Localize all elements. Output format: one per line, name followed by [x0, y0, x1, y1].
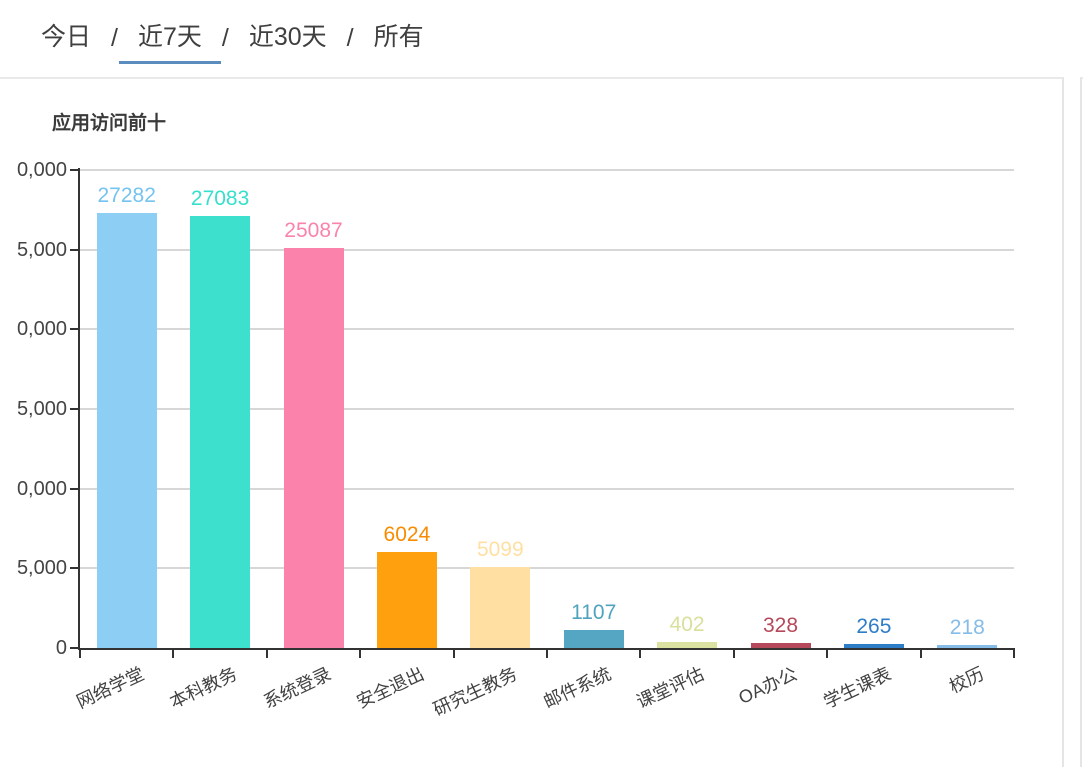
bar-value-label: 27083 — [190, 187, 250, 211]
bar-value-label: 6024 — [383, 523, 431, 547]
y-gridline — [80, 487, 1014, 490]
tab-last-30-days[interactable]: 近30天 — [248, 23, 327, 51]
bar-value-label: 402 — [669, 612, 705, 636]
bar-7 — [657, 641, 718, 648]
y-axis-tick — [70, 248, 78, 251]
tab-last-7-days[interactable]: 近7天 — [118, 13, 221, 64]
bar-chart: 0,000 5,000 0,000 5,000 0,000 5,000 0 27282 网络学堂… — [16, 159, 1015, 720]
bar-value-label: 5099 — [476, 537, 524, 561]
tab-all[interactable]: 所有 — [373, 23, 424, 51]
x-axis-tick — [826, 650, 829, 658]
y-axis-label: 5,000 — [16, 557, 67, 580]
tab-separator: / — [221, 24, 229, 52]
bar-4 — [376, 552, 437, 648]
bar-6 — [563, 630, 624, 648]
y-axis-tick — [70, 647, 78, 649]
bar-value-label: 27282 — [97, 184, 156, 208]
y-gridline — [80, 169, 1014, 171]
tab-separator: / — [111, 24, 118, 52]
x-axis-tick — [919, 650, 922, 658]
bar-1 — [96, 213, 157, 648]
y-axis-label: 0,000 — [16, 159, 67, 181]
bar-2 — [190, 216, 251, 648]
y-axis-tick — [70, 169, 78, 171]
bar-value-label: 218 — [949, 615, 985, 639]
x-axis-tick — [1013, 650, 1015, 658]
x-axis-tick — [172, 650, 175, 658]
y-axis-label: 0,000 — [16, 477, 67, 500]
y-axis-label: 5,000 — [16, 238, 67, 261]
y-axis-tick — [70, 487, 78, 490]
x-axis-category-text: 校历 — [946, 663, 988, 697]
y-gridline — [80, 567, 1014, 570]
x-axis-category-label: 校历 — [717, 660, 987, 697]
chart-card — [0, 77, 1064, 767]
x-axis-tick — [452, 650, 455, 658]
x-axis-line — [78, 648, 1015, 650]
x-axis-tick — [546, 650, 548, 658]
x-axis-tick — [639, 650, 642, 658]
bar-value-label: 265 — [856, 614, 892, 638]
y-axis-label: 5,000 — [16, 398, 67, 420]
bar-value-label: 328 — [762, 613, 799, 637]
bar-5 — [470, 566, 531, 648]
bar-8 — [750, 642, 811, 648]
y-axis-line — [78, 168, 80, 650]
x-axis-tick — [79, 650, 81, 658]
bar-3 — [283, 248, 344, 648]
y-axis-label: 0 — [55, 637, 67, 659]
y-gridline — [80, 408, 1014, 410]
y-axis-tick — [70, 408, 78, 410]
y-axis-tick — [70, 567, 78, 570]
y-gridline — [80, 248, 1014, 251]
y-axis-tick — [70, 328, 78, 331]
bar-value-label: 1107 — [571, 601, 617, 625]
tab-today[interactable]: 今日 — [41, 23, 92, 51]
chart-title: 应用访问前十 — [52, 113, 167, 134]
tab-separator: / — [346, 24, 354, 52]
adjacent-card-edge — [1080, 77, 1083, 767]
bar-value-label: 25087 — [284, 219, 343, 243]
y-gridline — [80, 328, 1014, 331]
x-axis-tick — [265, 650, 268, 658]
x-axis-tick — [359, 650, 362, 658]
y-axis-label: 0,000 — [16, 318, 67, 341]
x-axis-tick — [732, 650, 735, 658]
bar-9 — [843, 643, 904, 648]
time-range-tabbar: 今日 / 近7天 / 近30天 / 所有 — [0, 0, 1083, 77]
bar-10 — [937, 644, 998, 648]
